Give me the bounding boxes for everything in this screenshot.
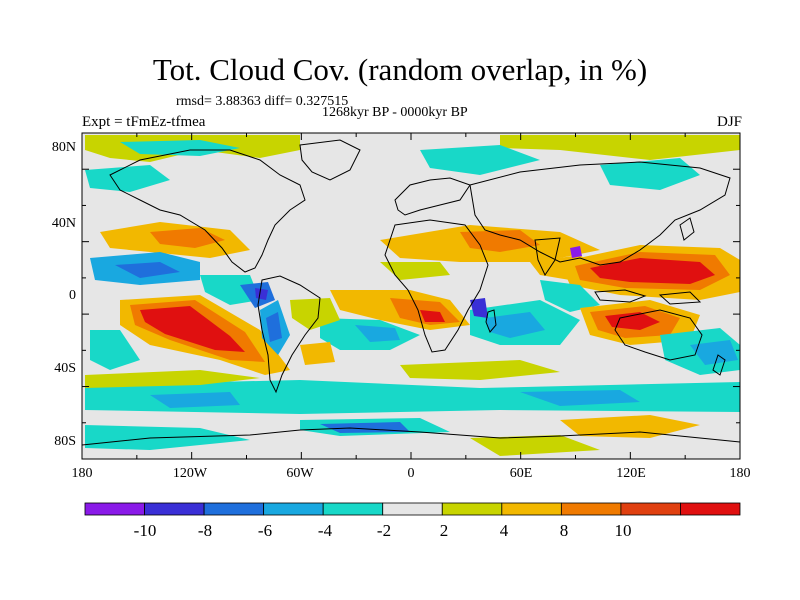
anomaly-region (500, 135, 740, 160)
anomaly-region (85, 370, 260, 388)
colorbar-swatch (322, 502, 384, 516)
anomaly-region (470, 298, 488, 318)
colorbar-label: 4 (499, 521, 509, 540)
coastline-new-zealand (712, 354, 726, 376)
stats-label: rmsd= 3.88363 diff= 0.327515 (176, 94, 349, 109)
anomaly-region (690, 340, 738, 365)
coastline-new-guinea (658, 291, 702, 305)
anomaly-region (85, 380, 740, 414)
lat-label: 80S (54, 434, 76, 449)
colorbar-swatch (441, 502, 503, 516)
coastline-madagascar (485, 309, 497, 333)
anomaly-region (115, 262, 180, 278)
anomaly-region (120, 140, 240, 156)
anomaly-region (605, 312, 660, 330)
figure-title: Tot. Cloud Cov. (random overlap, in %) (152, 52, 648, 87)
experiment-label: Expt = tFmEz-tfmea (82, 114, 206, 130)
lat-label: 80N (51, 140, 76, 155)
anomaly-region (290, 298, 340, 330)
coastline-south-america (257, 275, 321, 394)
lon-label: 180 (71, 466, 93, 481)
lon-label: 120W (172, 466, 208, 481)
coastline-africa (384, 219, 489, 353)
period-label: 1268kyr BP - 0000kyr BP (322, 105, 468, 120)
anomaly-region (470, 435, 600, 456)
colorbar-swatch (144, 502, 205, 516)
coastline-greenland (299, 139, 361, 181)
anomaly-region (150, 392, 240, 408)
lon-label: 60W (286, 466, 314, 481)
map-area (82, 133, 740, 459)
anomaly-region (420, 145, 540, 175)
anomaly-region (570, 246, 582, 258)
colorbar (84, 502, 741, 516)
anomaly-region (520, 390, 640, 406)
anomaly-region (85, 165, 170, 192)
coastline-antarctica (82, 427, 740, 446)
anomaly-region (300, 342, 335, 365)
coastline-north-america (109, 149, 306, 273)
axis-ticks (81, 132, 741, 460)
lon-label: 180 (729, 466, 751, 481)
colorbar-label: -2 (376, 521, 392, 540)
colorbar-swatch (203, 502, 265, 516)
anomaly-region (485, 312, 545, 338)
anomaly-region (590, 258, 715, 284)
lat-label: 40N (51, 216, 76, 231)
lon-label: 60E (509, 466, 533, 481)
coastline-india (534, 237, 561, 277)
coastlines (82, 139, 740, 446)
coastline-europe (394, 177, 471, 216)
colorbar-swatch (84, 502, 145, 516)
colorbar-label: 8 (559, 521, 569, 540)
coastline-australia (614, 309, 703, 361)
anomaly-region (355, 325, 400, 342)
colorbar-label: -10 (133, 521, 157, 540)
anomaly-region (140, 306, 245, 352)
colorbar-label: 10 (614, 521, 632, 540)
colorbar-swatch (620, 502, 681, 516)
anomaly-region (90, 330, 140, 370)
lon-label: 0 (407, 466, 415, 481)
anomaly-region (266, 312, 282, 342)
colorbar-swatch (560, 502, 622, 516)
season-label: DJF (716, 114, 742, 130)
anomaly-region (560, 415, 700, 438)
colorbar-label: -4 (317, 521, 333, 540)
anomaly-region (400, 360, 560, 380)
anomaly-region (380, 262, 450, 280)
lat-label: 0 (69, 288, 76, 303)
colorbar-swatch (382, 502, 443, 516)
anomaly-region (200, 275, 260, 305)
colorbar-swatch (263, 502, 324, 516)
colorbar-swatch (680, 502, 741, 516)
colorbar-swatch (501, 502, 562, 516)
colorbar-label: 2 (439, 521, 449, 540)
colorbar-label: -8 (197, 521, 213, 540)
coastline-japan (679, 217, 695, 241)
coastline-indonesia (594, 289, 647, 303)
anomaly-region (255, 288, 268, 300)
lat-label: 40S (54, 361, 76, 376)
lon-label: 120E (616, 466, 646, 481)
anomaly-region (420, 310, 445, 322)
coastline-asia (469, 161, 731, 266)
anomaly-region (150, 228, 225, 248)
anomaly-region (460, 230, 540, 252)
colorbar-label: -6 (257, 521, 273, 540)
anomaly-region (540, 280, 600, 312)
